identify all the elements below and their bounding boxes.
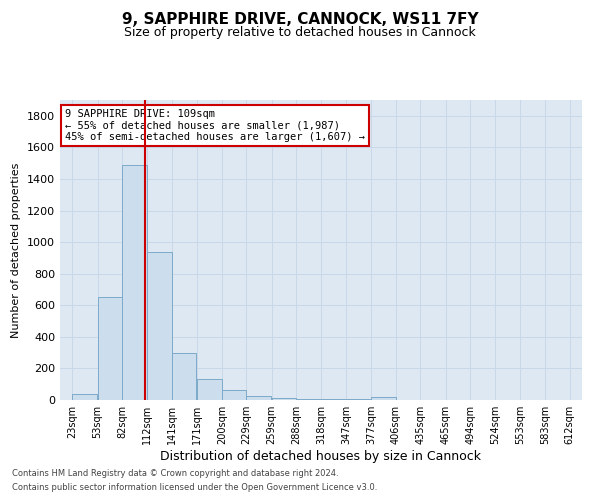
Text: Contains HM Land Registry data © Crown copyright and database right 2024.: Contains HM Land Registry data © Crown c…	[12, 468, 338, 477]
Bar	[197, 380, 222, 400]
Y-axis label: Number of detached properties: Number of detached properties	[11, 162, 22, 338]
Bar	[72, 394, 97, 400]
Bar	[371, 397, 396, 400]
Bar	[296, 399, 320, 400]
Text: 9, SAPPHIRE DRIVE, CANNOCK, WS11 7FY: 9, SAPPHIRE DRIVE, CANNOCK, WS11 7FY	[122, 12, 478, 28]
Bar	[222, 390, 246, 400]
Text: Contains public sector information licensed under the Open Government Licence v3: Contains public sector information licen…	[12, 484, 377, 492]
Bar	[272, 398, 296, 400]
Bar	[246, 396, 271, 400]
X-axis label: Distribution of detached houses by size in Cannock: Distribution of detached houses by size …	[161, 450, 482, 463]
Bar	[98, 298, 122, 400]
Text: Size of property relative to detached houses in Cannock: Size of property relative to detached ho…	[124, 26, 476, 39]
Bar	[322, 399, 346, 400]
Bar	[148, 252, 172, 400]
Text: 9 SAPPHIRE DRIVE: 109sqm
← 55% of detached houses are smaller (1,987)
45% of sem: 9 SAPPHIRE DRIVE: 109sqm ← 55% of detach…	[65, 109, 365, 142]
Bar	[122, 165, 146, 400]
Bar	[346, 399, 370, 400]
Bar	[172, 354, 196, 400]
